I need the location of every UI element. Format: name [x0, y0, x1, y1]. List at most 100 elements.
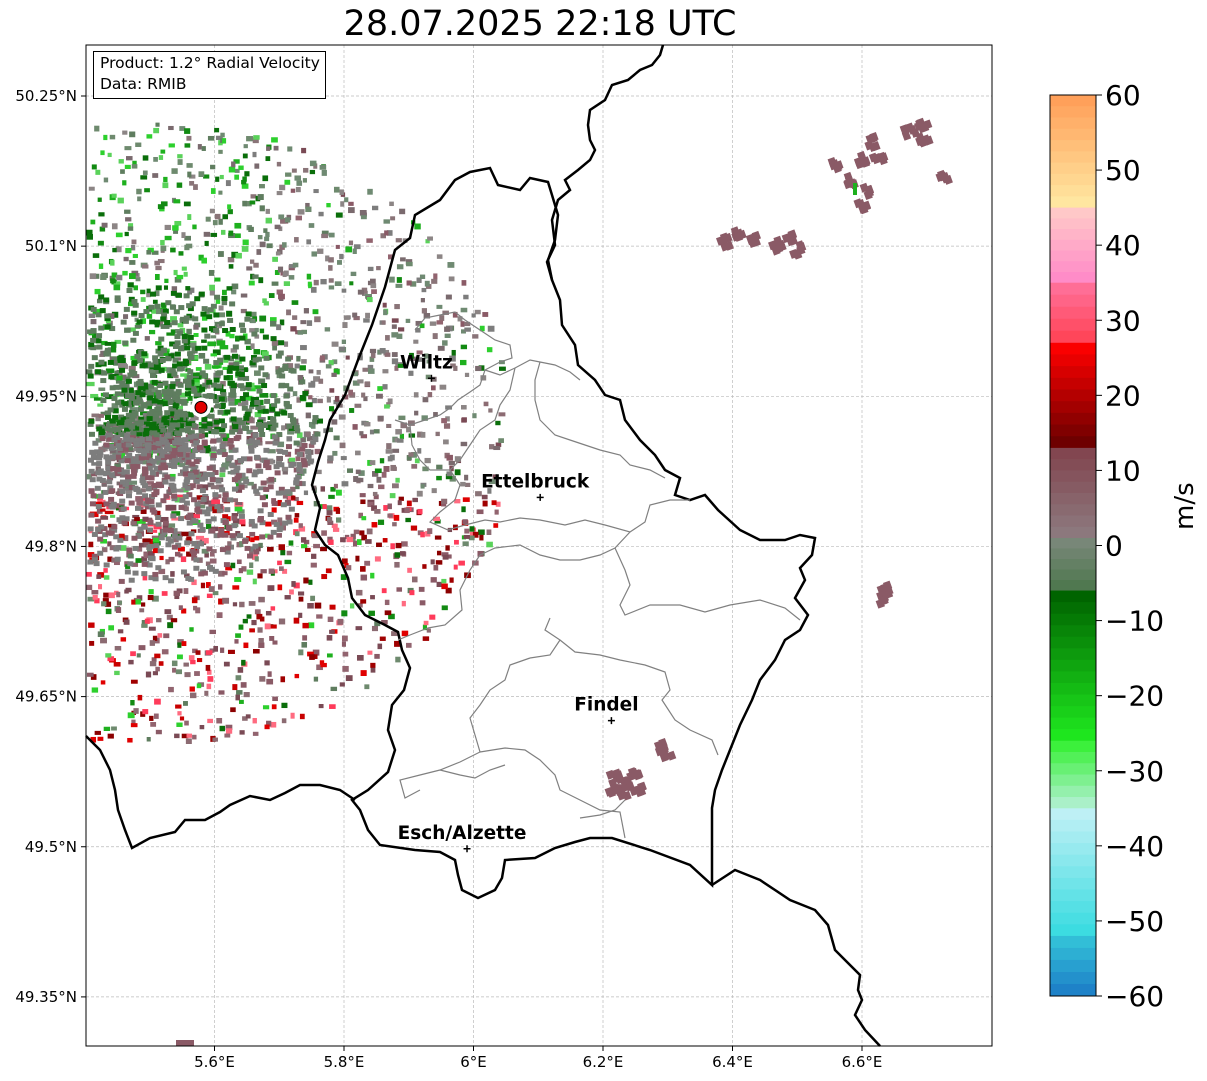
echo-pixel — [286, 423, 293, 429]
echo-pixel — [170, 483, 177, 489]
echo-pixel — [141, 561, 148, 567]
echo-pixel — [227, 497, 234, 503]
lon-tick-label: 5.6°E — [194, 1053, 235, 1071]
echo-pixel — [228, 166, 236, 173]
echo-pixel — [150, 291, 157, 297]
echo-pixel — [257, 468, 264, 474]
echo-pixel — [294, 448, 300, 455]
echo-pixel — [795, 240, 805, 251]
echo-pixel — [162, 524, 170, 529]
echo-pixel — [280, 502, 287, 508]
echo-pixel — [222, 492, 229, 498]
echo-pixel — [257, 194, 264, 201]
echo-pixel — [209, 528, 216, 534]
echo-pixel — [118, 482, 125, 488]
echo-pixel — [332, 527, 340, 532]
echo-pixel — [96, 344, 103, 350]
echo-pixel — [178, 305, 185, 311]
echo-pixel — [170, 290, 177, 296]
echo-pixel — [486, 529, 492, 535]
echo-pixel — [187, 306, 194, 312]
echo-pixel — [371, 625, 379, 632]
echo-pixel — [359, 431, 364, 436]
echo-pixel — [248, 601, 256, 606]
lat-tick-label: 50.1°N — [25, 237, 77, 255]
echo-pixel — [137, 448, 144, 454]
echo-pixel — [153, 490, 160, 496]
echo-pixel — [97, 449, 104, 455]
echo-pixel — [184, 720, 189, 726]
echo-pixel — [212, 737, 218, 742]
echo-pixel — [275, 366, 280, 372]
echo-pixel — [192, 469, 199, 475]
echo-pixel — [401, 541, 408, 547]
echo-pixel — [187, 354, 194, 360]
echo-pixel — [97, 550, 104, 556]
echo-pixel — [104, 316, 111, 322]
echo-pixel — [384, 352, 391, 357]
echo-pixel — [387, 513, 393, 518]
echo-pixel — [129, 260, 136, 265]
echo-pixel — [113, 384, 120, 390]
echo-pixel — [165, 356, 172, 362]
echo-pixel — [479, 534, 484, 541]
echo-pixel — [259, 184, 265, 189]
echo-pixel — [128, 659, 134, 665]
echo-pixel — [399, 208, 406, 215]
echo-pixel — [128, 387, 134, 394]
echo-pixel — [270, 336, 277, 342]
echo-pixel — [96, 452, 103, 458]
echo-pixel — [269, 317, 277, 322]
echo-pixel — [271, 281, 279, 286]
echo-pixel — [160, 427, 167, 433]
echo-pixel — [333, 186, 340, 193]
echo-pixel — [114, 295, 121, 301]
echo-pixel — [239, 472, 246, 478]
echo-pixel — [235, 434, 242, 440]
echo-pixel — [172, 440, 179, 446]
echo-pixel — [188, 655, 195, 661]
echo-pixel — [246, 266, 253, 271]
city-label: Ettelbruck — [481, 471, 590, 492]
echo-pixel — [265, 441, 274, 445]
echo-pixel — [339, 682, 345, 687]
echo-pixel — [244, 338, 251, 345]
echo-pixel — [305, 206, 312, 213]
echo-pixel — [258, 596, 265, 603]
echo-pixel — [297, 330, 304, 335]
echo-pixel — [121, 520, 128, 526]
echo-pixel — [309, 654, 315, 660]
echo-pixel — [409, 352, 414, 359]
echo-pixel — [123, 469, 130, 475]
echo-pixel — [284, 179, 291, 185]
echo-pixel — [475, 491, 482, 497]
echo-pixel — [146, 403, 153, 410]
echo-pixel — [461, 329, 466, 334]
echo-pixel — [205, 664, 211, 671]
echo-pixel — [312, 434, 319, 440]
echo-pixel — [313, 376, 321, 382]
echo-pixel — [298, 649, 304, 656]
echo-pixel — [243, 375, 250, 381]
echo-pixel — [171, 447, 178, 453]
echo-pixel — [419, 323, 425, 329]
echo-pixel — [284, 217, 291, 223]
echo-pixel — [298, 612, 303, 618]
echo-pixel — [287, 412, 294, 418]
echo-pixel — [454, 499, 461, 504]
echo-pixel — [443, 439, 449, 445]
echo-pixel — [303, 167, 309, 173]
echo-pixel — [460, 481, 466, 487]
echo-pixel — [409, 356, 416, 362]
echo-pixel — [320, 278, 327, 285]
echo-pixel — [107, 152, 112, 158]
echo-pixel — [145, 671, 152, 678]
echo-pixel — [367, 364, 374, 370]
echo-pixel — [296, 480, 303, 486]
echo-pixel — [246, 136, 254, 142]
echo-pixel — [118, 423, 125, 429]
echo-pixel — [421, 308, 427, 314]
echo-pixel — [259, 378, 266, 384]
echo-pixel — [353, 316, 360, 321]
echo-pixel — [86, 571, 92, 577]
